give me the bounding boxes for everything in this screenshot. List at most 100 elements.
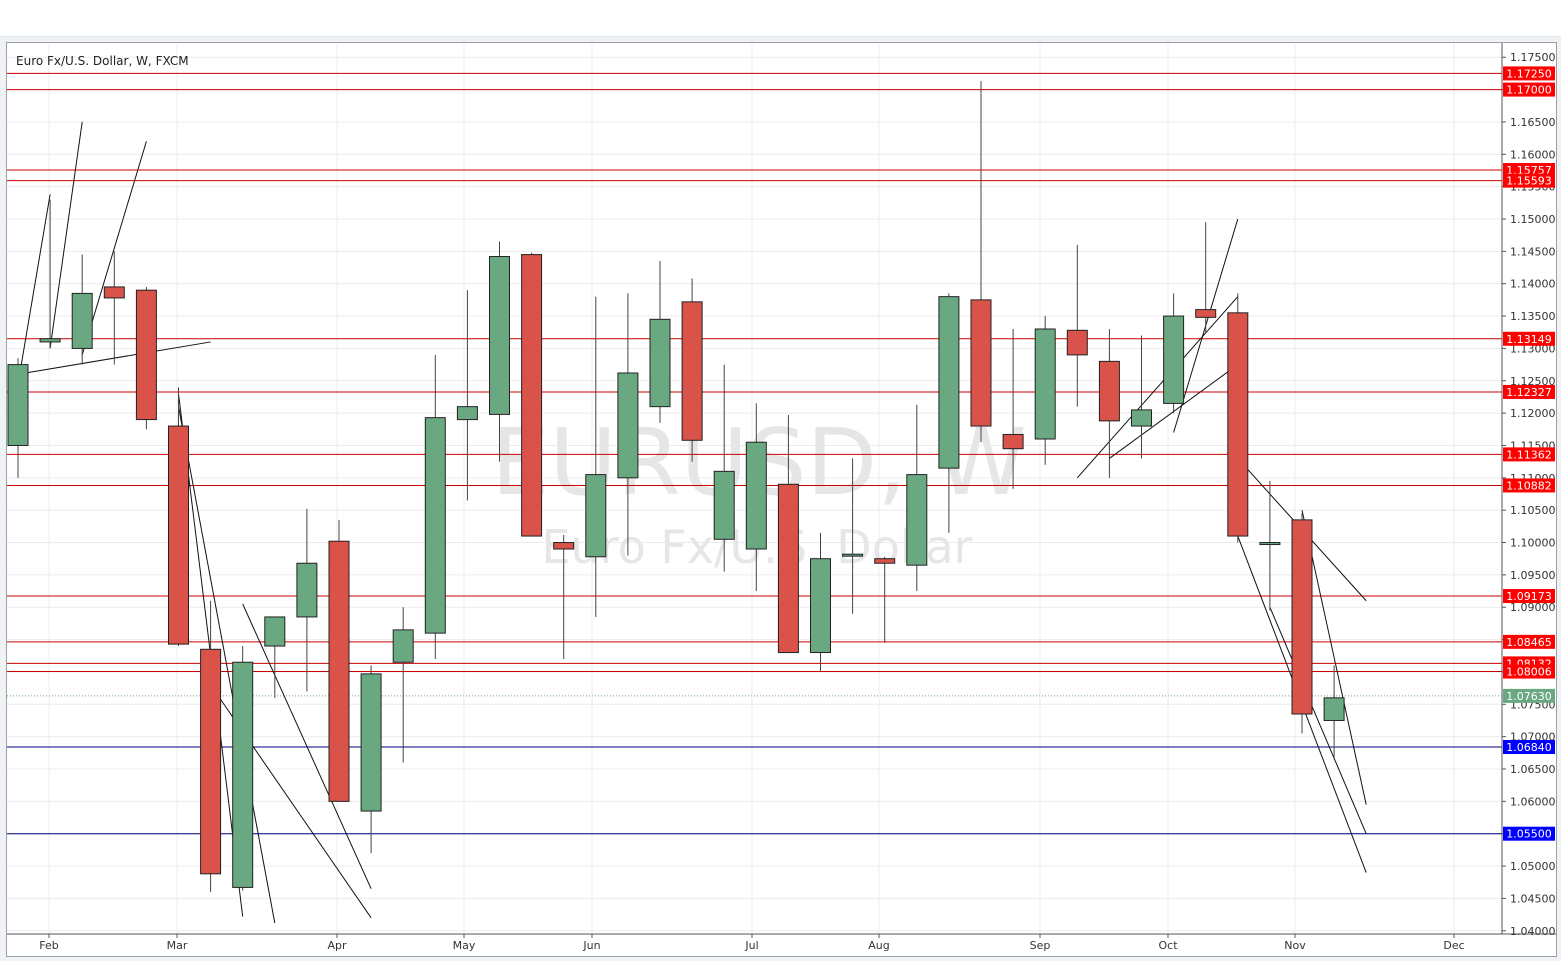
- candle-body: [521, 254, 543, 537]
- candle-body: [745, 441, 767, 550]
- y-tick-label: 1.15000: [1510, 213, 1556, 226]
- trendline: [49, 121, 83, 349]
- candle: [392, 607, 414, 763]
- top-toolbar: [0, 0, 1561, 37]
- candle-body: [617, 372, 639, 479]
- candle-body: [456, 406, 478, 421]
- level-label: 1.09173: [1506, 590, 1552, 603]
- y-tick-label: 1.10000: [1510, 537, 1556, 550]
- candle: [39, 199, 61, 349]
- y-tick-label: 1.09500: [1510, 569, 1556, 582]
- x-tick-label: Jun: [582, 939, 600, 952]
- x-tick-label: Aug: [868, 939, 889, 952]
- y-tick-label: 1.16500: [1510, 116, 1556, 129]
- candle: [617, 293, 639, 556]
- candle-body: [649, 318, 671, 408]
- candle: [1066, 244, 1088, 407]
- candle: [103, 251, 125, 365]
- candle-body: [103, 286, 125, 299]
- chart-frame: EURUSD, W Euro Fx/U.S. Dollar 1.175001.1…: [6, 42, 1557, 957]
- trendline: [1269, 607, 1367, 834]
- candle-body: [1131, 409, 1152, 427]
- candle: [521, 252, 543, 537]
- trendline: [17, 194, 51, 385]
- level-label-bg: [1503, 66, 1555, 81]
- candle: [1323, 665, 1345, 760]
- candle: [553, 534, 575, 659]
- candle-body: [135, 289, 157, 421]
- level-label: 1.08465: [1506, 636, 1552, 649]
- x-tick-label: Dec: [1443, 939, 1464, 952]
- candle: [842, 458, 864, 614]
- candle: [874, 556, 896, 643]
- candle: [1034, 316, 1056, 465]
- y-tick-label: 1.12000: [1510, 407, 1556, 420]
- candle-body: [1098, 360, 1120, 422]
- candle: [489, 241, 510, 462]
- horizontal-levels: [7, 72, 1502, 835]
- level-label: 1.12327: [1506, 386, 1552, 399]
- x-tick-label: Apr: [327, 939, 347, 952]
- candle: [745, 403, 767, 592]
- candle: [713, 364, 735, 572]
- candle-body: [906, 474, 928, 566]
- trendline: [1301, 510, 1367, 805]
- x-tick-label: Oct: [1158, 939, 1178, 952]
- x-tick-label: Sep: [1030, 939, 1051, 952]
- candle: [424, 354, 446, 659]
- level-label-bg: [1503, 173, 1555, 188]
- y-tick-label: 1.06500: [1510, 763, 1556, 776]
- price-chart[interactable]: EURUSD, W Euro Fx/U.S. Dollar 1.175001.1…: [7, 43, 1556, 956]
- candle-body: [553, 542, 575, 550]
- candle-body: [1259, 542, 1281, 546]
- level-label: 1.13149: [1506, 333, 1552, 346]
- current-price-label: 1.07630: [1506, 690, 1552, 703]
- x-tick-label: May: [453, 939, 476, 952]
- candle: [970, 81, 992, 443]
- level-label: 1.15593: [1506, 175, 1552, 188]
- candle: [1227, 293, 1249, 543]
- candle: [328, 519, 350, 802]
- level-label-bg: [1503, 664, 1555, 679]
- candle: [1002, 329, 1024, 489]
- y-tick-label: 1.04500: [1510, 892, 1556, 905]
- y-tick-label: 1.14000: [1510, 278, 1556, 291]
- current-price-label-bg: [1503, 688, 1555, 703]
- level-label-bg: [1503, 82, 1555, 97]
- level-label: 1.06840: [1506, 741, 1552, 754]
- level-label: 1.17250: [1506, 67, 1552, 80]
- candle-body: [264, 616, 286, 647]
- candle: [71, 254, 93, 365]
- candle-body: [392, 629, 414, 663]
- candle: [360, 665, 382, 854]
- candle: [1098, 329, 1120, 478]
- x-tick-label: Mar: [167, 939, 188, 952]
- candle-body: [296, 562, 318, 618]
- x-tick-label: Nov: [1284, 939, 1306, 952]
- candle: [585, 296, 607, 617]
- y-tick-label: 1.05000: [1510, 860, 1556, 873]
- level-label-bg: [1503, 331, 1555, 346]
- y-tick-label: 1.10500: [1510, 504, 1556, 517]
- candle-body: [7, 364, 29, 446]
- candle: [232, 646, 254, 891]
- candle-body: [1291, 519, 1313, 715]
- candle-body: [970, 299, 992, 427]
- candle: [777, 415, 799, 654]
- y-tick-label: 1.06000: [1510, 795, 1556, 808]
- candle-body: [938, 296, 960, 469]
- candle-body: [168, 425, 189, 645]
- candle-body: [1323, 697, 1345, 721]
- chart-title: Euro Fx/U.S. Dollar, W, FXCM: [16, 54, 189, 68]
- level-label: 1.10882: [1506, 479, 1552, 492]
- level-label: 1.08006: [1506, 666, 1552, 679]
- level-label-bg: [1503, 634, 1555, 649]
- level-label-bg: [1503, 740, 1555, 754]
- candle: [200, 600, 222, 892]
- candle: [135, 286, 157, 430]
- candle: [456, 290, 478, 501]
- candle: [810, 532, 831, 672]
- level-label-bg: [1503, 589, 1555, 604]
- candle: [1131, 335, 1152, 459]
- candle-body: [360, 673, 382, 812]
